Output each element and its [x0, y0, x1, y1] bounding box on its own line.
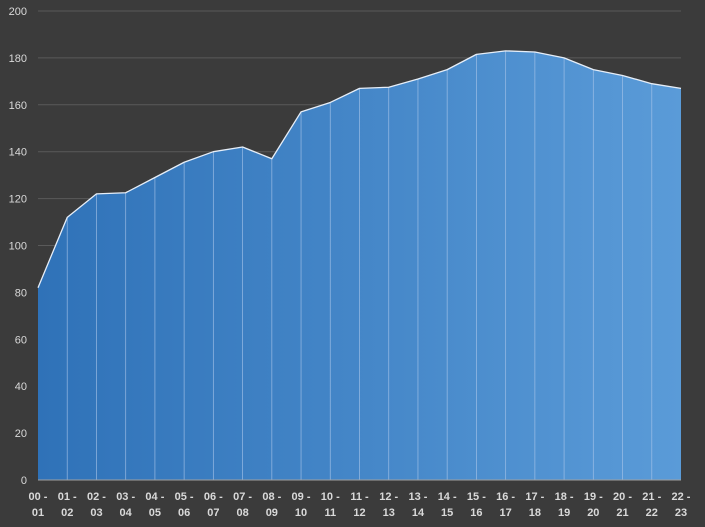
x-tick-label: 10 -11	[321, 491, 340, 519]
x-tick-label: 19 -20	[584, 491, 603, 519]
x-tick-label: 00 -01	[29, 491, 48, 519]
y-tick-label: 80	[15, 287, 27, 299]
x-tick-label: 16 -17	[496, 491, 515, 519]
x-tick-label: 15 -16	[467, 491, 486, 519]
y-tick-label: 120	[9, 194, 27, 206]
x-tick-label: 04 -05	[145, 491, 164, 519]
y-tick-label: 20	[15, 428, 27, 440]
y-tick-label: 200	[9, 6, 27, 18]
y-tick-label: 180	[9, 53, 27, 65]
x-tick-label: 20 -21	[613, 491, 632, 519]
y-tick-label: 160	[9, 100, 27, 112]
y-axis-ticks: 0 20 40 60 80 100 120 140 160 180 200	[9, 6, 27, 487]
x-tick-label: 22 -23	[672, 491, 691, 519]
y-tick-label: 40	[15, 381, 27, 393]
x-tick-label: 05 -06	[175, 491, 194, 519]
x-tick-label: 14 -15	[438, 491, 457, 519]
x-tick-label: 01 -02	[58, 491, 77, 519]
x-tick-label: 09 -10	[292, 491, 311, 519]
x-tick-label: 18 -19	[555, 491, 574, 519]
y-tick-label: 0	[21, 475, 27, 487]
series-line	[37, 50, 682, 288]
x-axis-ticks: 00 -01 01 -02 02 -03 03 -04 04 -05 05 -06 06 -…	[29, 491, 691, 519]
x-tick-label: 11 -12	[350, 491, 369, 519]
y-tick-label: 100	[9, 241, 27, 253]
x-tick-label: 12 -13	[379, 491, 398, 519]
y-tick-label: 60	[15, 334, 27, 346]
x-tick-label: 06 -07	[204, 491, 223, 519]
x-tick-label: 08 -09	[262, 491, 281, 519]
x-tick-label: 03 -04	[116, 491, 135, 519]
x-tick-label: 17 -18	[525, 491, 544, 519]
x-tick-label: 02 -03	[87, 491, 106, 519]
x-tick-label: 07 -08	[233, 491, 252, 519]
plot-area	[37, 50, 682, 481]
y-tick-label: 140	[9, 147, 27, 159]
x-tick-label: 21 -22	[642, 491, 661, 519]
x-tick-label: 13 -14	[408, 491, 427, 519]
